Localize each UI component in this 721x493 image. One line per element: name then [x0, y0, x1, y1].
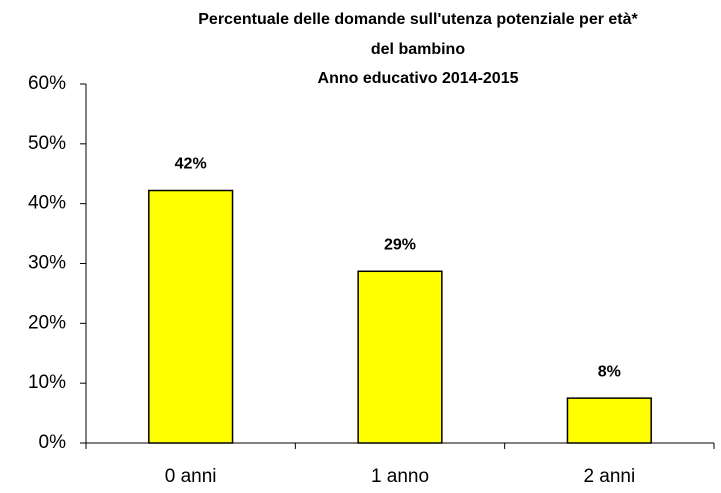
- bar: [148, 189, 234, 444]
- value-label: 42%: [175, 156, 207, 173]
- x-tick-label: 1 anno: [371, 466, 429, 487]
- bar: [566, 397, 652, 444]
- y-tick-label: 10%: [28, 372, 66, 393]
- x-tick-label: 2 anni: [583, 466, 635, 487]
- y-tick-label: 30%: [28, 253, 66, 274]
- y-tick-label: 40%: [28, 193, 66, 214]
- y-tick-label: 0%: [39, 432, 67, 453]
- y-tick-label: 50%: [28, 133, 66, 154]
- chart-title: Percentuale delle domande sull'utenza po…: [198, 11, 638, 28]
- chart-subtitle: Anno educativo 2014-2015: [318, 70, 519, 87]
- x-tick-label: 0 anni: [165, 466, 217, 487]
- y-tick-label: 20%: [28, 312, 66, 333]
- value-label: 8%: [598, 363, 621, 380]
- y-tick-label: 60%: [28, 73, 66, 94]
- bar: [357, 270, 443, 444]
- chart-title: del bambino: [371, 41, 465, 58]
- value-label: 29%: [384, 236, 416, 253]
